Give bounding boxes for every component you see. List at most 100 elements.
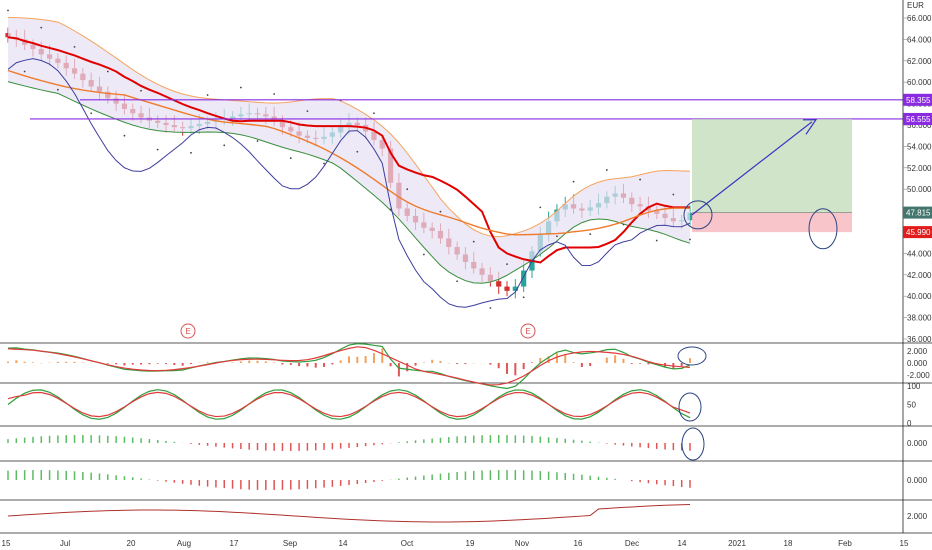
price-label-text: 47.815 — [906, 209, 931, 218]
sar-dot — [23, 70, 26, 73]
baseline-line — [7, 36, 690, 264]
sar-dot — [106, 70, 109, 73]
candle-body — [496, 281, 502, 287]
sar-dot — [506, 263, 508, 265]
sar-dot — [123, 134, 126, 137]
sar-dot — [73, 45, 76, 48]
currency-label: EUR — [907, 1, 924, 10]
annotation-circle — [683, 200, 713, 230]
stochastic-tick-label: 0 — [907, 419, 912, 428]
cloud-lower-line — [7, 81, 691, 284]
sar-dot — [539, 206, 542, 209]
sar-dot — [7, 9, 9, 12]
sar-dot — [40, 26, 43, 29]
date-tick-label: Sep — [283, 539, 298, 548]
moving-average-line — [7, 69, 691, 236]
sar-dot — [57, 88, 59, 91]
date-tick-label: 20 — [127, 539, 136, 548]
histogram-tick-label: 0.000 — [907, 476, 928, 485]
price-label-box — [903, 93, 932, 106]
date-tick-label: Nov — [515, 539, 529, 548]
stop-zone — [692, 212, 852, 233]
macd-tick-label: 0.000 — [907, 359, 928, 368]
price-tick-label: 44.000 — [907, 249, 932, 258]
projection-arrow-head — [802, 119, 818, 135]
stochastic-tick-label: 50 — [907, 401, 916, 410]
indicator-panels: 2.000 0.000 -2.000 100 50 0 0.000 0.000 2.000 — [0, 0, 932, 534]
cloud-upper-line — [7, 16, 691, 238]
price-tick-label: 40.000 — [907, 292, 932, 301]
macd-signal-line — [7, 346, 691, 386]
sar-dot — [190, 151, 192, 154]
date-tick-label: Dec — [625, 539, 639, 548]
annotation-circle — [808, 208, 838, 250]
annotation-circle — [678, 392, 702, 422]
sar-dot — [589, 233, 592, 236]
candle-body — [521, 270, 527, 287]
projection-arrow — [691, 121, 813, 216]
earnings-marker — [520, 323, 536, 339]
sar-dot — [422, 253, 425, 256]
sar-dot — [256, 140, 259, 142]
sar-dot — [156, 148, 159, 151]
price-axis: EUR 66.00064.00062.00060.00058.00056.000… — [903, 1, 932, 344]
date-tick-label: Feb — [838, 539, 852, 548]
earnings-marker-label: E — [525, 327, 530, 336]
sar-dot — [556, 235, 558, 238]
price-tick-label: 36.000 — [907, 335, 932, 344]
date-tick-label: 15 — [2, 539, 11, 548]
date-tick-label: 18 — [784, 539, 793, 548]
annotation-circle — [677, 346, 707, 366]
sar-dot — [456, 280, 459, 283]
price-tick-label: 52.000 — [907, 164, 932, 173]
date-tick-label: Oct — [401, 539, 414, 548]
sar-dot — [522, 296, 525, 299]
sar-dot — [406, 188, 409, 191]
sar-dot — [273, 93, 276, 95]
sar-dot — [323, 162, 325, 165]
earnings-marker — [180, 323, 196, 339]
date-tick-label: Aug — [177, 539, 191, 548]
date-axis: 15 Jul 20 Aug 17 Sep 14 Oct 19 Nov 16 Dec 14 2021 18 Fe… — [2, 539, 909, 548]
sar-dot — [489, 307, 492, 309]
earnings-marker-label: E — [185, 327, 190, 336]
sar-dot — [389, 208, 392, 211]
price-tick-label: 62.000 — [907, 57, 932, 66]
price-tick-label: 60.000 — [907, 78, 932, 87]
stochastic-k-line — [7, 389, 691, 420]
histogram-tick-label: 0.000 — [907, 439, 928, 448]
price-tick-label: 50.000 — [907, 185, 932, 194]
sar-dot — [639, 178, 641, 181]
cloud-area — [8, 17, 690, 284]
sar-dot — [655, 239, 658, 242]
price-label-box — [903, 226, 932, 239]
date-tick-label: 19 — [466, 539, 475, 548]
date-tick-label: 2021 — [728, 539, 746, 548]
sar-dot — [289, 157, 292, 160]
date-tick-label: 15 — [900, 539, 909, 548]
price-label-text: 45.990 — [906, 228, 931, 237]
sar-dot — [239, 86, 242, 89]
price-tick-label: 64.000 — [907, 35, 932, 44]
price-label-text: 56.555 — [906, 115, 931, 124]
sar-dot — [306, 110, 309, 112]
sar-dot — [472, 240, 475, 243]
price-label-text: 58.355 — [906, 96, 931, 105]
date-tick-label: Jul — [60, 539, 70, 548]
macd-tick-label: -2.000 — [907, 371, 930, 380]
candle-body — [504, 286, 510, 291]
line-panel-tick-label: 2.000 — [907, 512, 928, 521]
date-tick-label: 14 — [678, 539, 687, 548]
indicator-line — [7, 503, 691, 523]
sar-dot — [605, 169, 608, 171]
price-tick-label: 66.000 — [907, 14, 932, 23]
price-tick-label: 56.000 — [907, 121, 932, 130]
price-label-box — [903, 206, 932, 219]
sar-dot — [206, 94, 209, 96]
date-tick-label: 14 — [339, 539, 348, 548]
sar-dot — [356, 150, 359, 153]
sar-dot — [622, 223, 625, 226]
price-label-box — [903, 113, 932, 126]
sar-dot — [373, 112, 375, 115]
price-tick-label: 54.000 — [907, 142, 932, 151]
